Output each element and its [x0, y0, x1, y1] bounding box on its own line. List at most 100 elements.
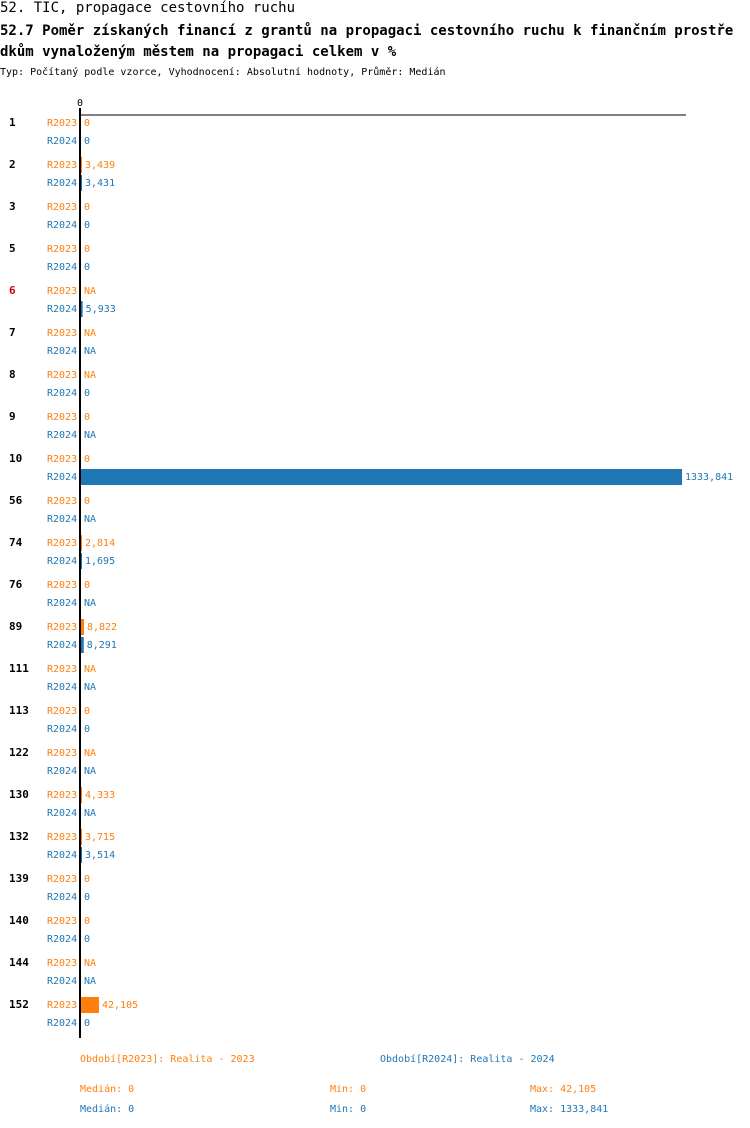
data-label: 0 — [84, 706, 90, 717]
category-label: 122 — [9, 746, 29, 759]
category-label: 152 — [9, 998, 29, 1011]
category-label: 10 — [9, 452, 22, 465]
series-label: R2024 — [47, 304, 77, 315]
data-label: 0 — [84, 580, 90, 591]
category-label: 132 — [9, 830, 29, 843]
data-label: NA — [84, 346, 96, 357]
series-label: R2023 — [47, 244, 77, 255]
data-label: 0 — [84, 874, 90, 885]
data-label: 3,431 — [85, 178, 115, 189]
series-label: R2023 — [47, 1000, 77, 1011]
category-label: 9 — [9, 410, 16, 423]
data-label: NA — [84, 370, 96, 381]
series-label: R2024 — [47, 598, 77, 609]
data-label: NA — [84, 808, 96, 819]
data-label: NA — [84, 682, 96, 693]
data-label: NA — [84, 286, 96, 297]
series-label: R2024 — [47, 388, 77, 399]
stat-max-r2023: Max: 42,105 — [530, 1084, 597, 1095]
chart-subtitle: 52.7 Poměr získaných financí z grantů na… — [0, 23, 734, 60]
stat-median-r2024: Medián: 0 — [80, 1104, 135, 1115]
series-label: R2024 — [47, 934, 77, 945]
series-label: R2024 — [47, 1018, 77, 1029]
stat-min-r2024: Min: 0 — [330, 1104, 367, 1115]
series-label: R2023 — [47, 496, 77, 507]
series-label: R2023 — [47, 790, 77, 801]
category-label: 89 — [9, 620, 22, 633]
series-label: R2024 — [47, 514, 77, 525]
series-label: R2023 — [47, 202, 77, 213]
data-label: NA — [84, 664, 96, 675]
series-label: R2024 — [47, 976, 77, 987]
series-label: R2023 — [47, 580, 77, 591]
series-label: R2023 — [47, 412, 77, 423]
data-label: NA — [84, 514, 96, 525]
data-label: 2,814 — [85, 538, 115, 549]
series-label: R2024 — [47, 724, 77, 735]
data-label: NA — [84, 958, 96, 969]
series-label: R2024 — [47, 556, 77, 567]
category-label: 5 — [9, 242, 16, 255]
data-label: 5,933 — [86, 304, 116, 315]
data-label: 0 — [84, 1018, 90, 1029]
data-label: 0 — [84, 454, 90, 465]
series-label: R2023 — [47, 538, 77, 549]
stat-max-r2024: Max: 1333,841 — [530, 1104, 609, 1115]
series-label: R2024 — [47, 262, 77, 273]
series-label: R2024 — [47, 220, 77, 231]
series-label: R2024 — [47, 178, 77, 189]
category-label: 8 — [9, 368, 16, 381]
category-label: 2 — [9, 158, 16, 171]
data-label: 0 — [84, 496, 90, 507]
data-label: NA — [84, 976, 96, 987]
series-label: R2024 — [47, 808, 77, 819]
data-label: 0 — [84, 388, 90, 399]
category-label: 1 — [9, 116, 16, 129]
series-label: R2023 — [47, 118, 77, 129]
series-label: R2023 — [47, 160, 77, 171]
data-label: 8,822 — [87, 622, 117, 633]
legend-r2023: Období[R2023]: Realita - 2023 — [80, 1054, 255, 1065]
category-label: 111 — [9, 662, 29, 675]
series-label: R2023 — [47, 958, 77, 969]
series-label: R2023 — [47, 370, 77, 381]
series-label: R2024 — [47, 850, 77, 861]
axis-zero-label: 0 — [77, 98, 83, 109]
series-label: R2024 — [47, 430, 77, 441]
data-label: NA — [84, 598, 96, 609]
series-label: R2023 — [47, 286, 77, 297]
data-label: NA — [84, 328, 96, 339]
category-label: 74 — [9, 536, 23, 549]
category-label: 6 — [9, 284, 16, 297]
series-label: R2024 — [47, 472, 77, 483]
category-label: 144 — [9, 956, 29, 969]
data-label: 0 — [84, 412, 90, 423]
series-label: R2024 — [47, 682, 77, 693]
bar — [80, 619, 84, 635]
chart-title: 52. TIC, propagace cestovního ruchu — [0, 0, 296, 16]
series-label: R2023 — [47, 664, 77, 675]
data-label: 0 — [84, 136, 90, 147]
category-label: 140 — [9, 914, 29, 927]
data-label: 0 — [84, 262, 90, 273]
legend-r2024: Období[R2024]: Realita - 2024 — [380, 1054, 555, 1065]
series-label: R2023 — [47, 706, 77, 717]
data-label: NA — [84, 430, 96, 441]
category-label: 7 — [9, 326, 16, 339]
data-label: 0 — [84, 118, 90, 129]
bar — [80, 997, 100, 1013]
series-label: R2024 — [47, 136, 77, 147]
series-label: R2023 — [47, 622, 77, 633]
series-label: R2023 — [47, 748, 77, 759]
data-label: 0 — [84, 934, 90, 945]
series-label: R2024 — [47, 346, 77, 357]
data-label: 3,439 — [85, 160, 115, 171]
category-label: 130 — [9, 788, 29, 801]
data-label: 3,514 — [85, 850, 115, 861]
data-label: 4,333 — [85, 790, 115, 801]
data-label: 3,715 — [85, 832, 115, 843]
series-label: R2023 — [47, 874, 77, 885]
stat-min-r2023: Min: 0 — [330, 1084, 367, 1095]
category-label: 113 — [9, 704, 29, 717]
category-label: 139 — [9, 872, 29, 885]
